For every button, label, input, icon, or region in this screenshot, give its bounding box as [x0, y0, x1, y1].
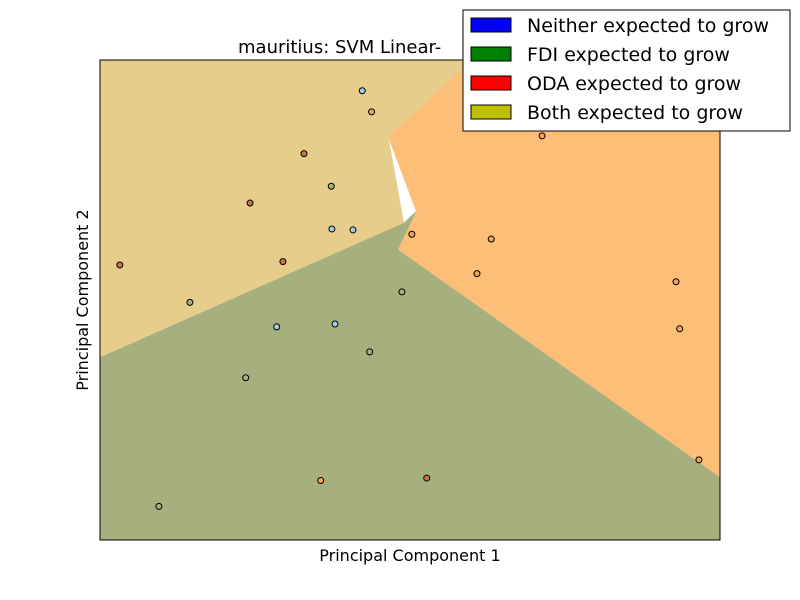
- data-point-23: [317, 476, 325, 484]
- decision-regions: [100, 60, 720, 540]
- legend-label-fdi: FDI expected to grow: [527, 44, 730, 66]
- data-point-8: [349, 226, 357, 234]
- data-point-13: [473, 270, 481, 278]
- data-point-3: [300, 150, 308, 158]
- legend-box: [462, 9, 791, 132]
- data-point-17: [273, 323, 281, 331]
- legend-label-both: Both expected to grow: [527, 102, 743, 124]
- region-fdi: [100, 211, 720, 540]
- data-point-16: [672, 278, 680, 286]
- legend: Neither expected to grow FDI expected to…: [462, 9, 791, 132]
- legend-entry-oda: ODA expected to grow: [470, 73, 741, 95]
- chart-title: mauritius: SVM Linear-: [238, 37, 441, 58]
- data-point-14: [398, 288, 406, 296]
- legend-label-oda: ODA expected to grow: [527, 73, 741, 95]
- data-point-19: [676, 325, 684, 333]
- data-point-2: [368, 108, 376, 116]
- legend-entry-neither: Neither expected to grow: [470, 15, 769, 37]
- legend-swatch-both: [470, 104, 512, 120]
- data-point-24: [423, 474, 431, 482]
- data-points: [116, 87, 703, 510]
- data-point-18: [331, 320, 339, 328]
- data-point-12: [279, 258, 287, 266]
- data-point-21: [242, 374, 250, 382]
- legend-label-neither: Neither expected to grow: [527, 15, 769, 37]
- legend-entry-fdi: FDI expected to grow: [470, 44, 730, 66]
- data-point-10: [408, 230, 416, 238]
- plot-frame: [99, 59, 721, 541]
- legend-swatch-neither: [470, 17, 512, 33]
- data-point-6: [246, 199, 254, 207]
- data-point-1: [358, 87, 366, 95]
- data-point-22: [695, 456, 703, 464]
- legend-swatch-fdi: [470, 46, 512, 62]
- data-point-20: [366, 348, 374, 356]
- data-point-7: [328, 225, 336, 233]
- data-point-11: [116, 261, 124, 269]
- legend-swatch-oda: [470, 75, 512, 91]
- data-point-4: [538, 132, 546, 140]
- data-point-15: [186, 298, 194, 306]
- data-point-9: [487, 235, 495, 243]
- data-point-25: [155, 502, 163, 510]
- x-axis-label: Principal Component 1: [319, 546, 500, 565]
- data-point-5: [327, 182, 335, 190]
- legend-entry-both: Both expected to grow: [470, 102, 743, 124]
- y-axis-label: Principal Component 2: [73, 209, 92, 390]
